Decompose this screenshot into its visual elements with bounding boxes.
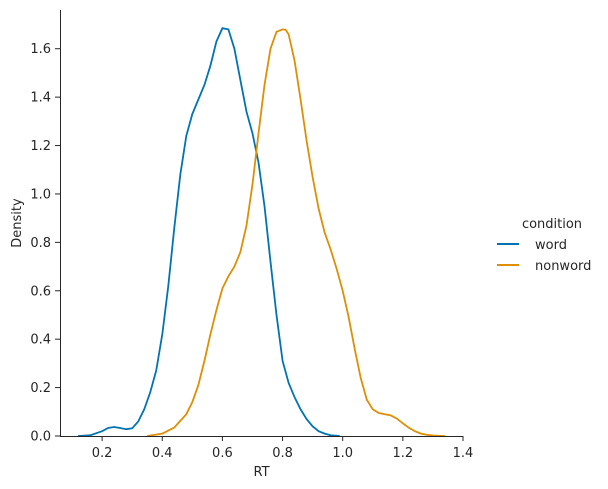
y-axis-label: Density — [10, 198, 25, 248]
x-tick-label: 1.0 — [332, 446, 353, 461]
x-tick-label: 1.2 — [393, 446, 414, 461]
x-tick-label: 0.2 — [92, 446, 113, 461]
y-tick-label: 0.6 — [30, 284, 51, 299]
legend: condition word nonword — [497, 217, 591, 274]
x-tick-label: 1.4 — [453, 446, 474, 461]
plot-area — [77, 27, 446, 437]
y-tick-label: 1.2 — [30, 139, 51, 154]
y-tick-label: 1.0 — [30, 187, 51, 202]
x-ticks: 0.2 0.4 0.6 0.8 1.0 1.2 1.4 — [92, 436, 474, 461]
x-axis-label: RT — [253, 465, 269, 480]
y-tick-label: 1.4 — [30, 91, 51, 106]
word-density-line — [77, 27, 340, 437]
y-tick-label: 0.8 — [30, 236, 51, 251]
legend-label-nonword: nonword — [535, 259, 591, 274]
x-tick-label: 0.8 — [272, 446, 293, 461]
y-tick-label: 0.0 — [30, 430, 51, 445]
x-tick-label: 0.6 — [212, 446, 233, 461]
y-ticks: 0.0 0.2 0.4 0.6 0.8 1.0 1.2 1.4 1.6 — [30, 42, 60, 445]
y-tick-label: 0.2 — [30, 381, 51, 396]
legend-label-word: word — [535, 238, 567, 253]
legend-title: condition — [522, 217, 582, 232]
x-tick-label: 0.4 — [152, 446, 173, 461]
y-tick-label: 1.6 — [30, 42, 51, 57]
nonword-density-line — [147, 28, 446, 437]
y-tick-label: 0.4 — [30, 333, 51, 348]
